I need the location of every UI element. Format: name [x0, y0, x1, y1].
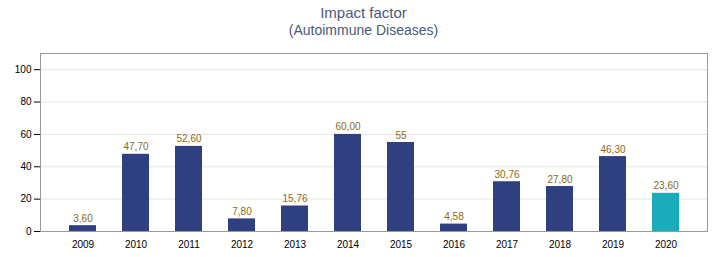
- svg-text:55: 55: [395, 130, 407, 141]
- svg-text:46,30: 46,30: [600, 144, 625, 155]
- svg-text:23,60: 23,60: [653, 180, 678, 191]
- svg-text:2020: 2020: [655, 239, 678, 250]
- svg-text:47,70: 47,70: [123, 141, 148, 152]
- svg-text:20: 20: [20, 193, 32, 204]
- svg-text:2013: 2013: [284, 239, 307, 250]
- svg-text:2012: 2012: [231, 239, 254, 250]
- svg-text:4,58: 4,58: [444, 211, 464, 222]
- svg-text:27,80: 27,80: [547, 174, 572, 185]
- svg-text:52,60: 52,60: [176, 133, 201, 144]
- svg-text:80: 80: [20, 96, 32, 107]
- html-text:Impact factor: Impact factor: [320, 4, 407, 21]
- svg-text:30,76: 30,76: [494, 169, 519, 180]
- svg-text:100: 100: [15, 64, 32, 75]
- svg-text:2019: 2019: [602, 239, 625, 250]
- svg-text:2014: 2014: [337, 239, 360, 250]
- svg-text:2010: 2010: [125, 239, 148, 250]
- svg-text:2017: 2017: [496, 239, 519, 250]
- svg-text:40: 40: [20, 161, 32, 172]
- svg-text:2011: 2011: [178, 239, 200, 250]
- svg-text:2018: 2018: [549, 239, 572, 250]
- svg-text:60: 60: [20, 129, 32, 140]
- svg-text:0: 0: [26, 226, 32, 237]
- svg-text:2016: 2016: [443, 239, 466, 250]
- svg-text:60,00: 60,00: [335, 121, 360, 132]
- svg-text:7,80: 7,80: [232, 206, 252, 217]
- html-text:(Autoimmune Diseases): (Autoimmune Diseases): [288, 22, 439, 38]
- svg-text:2009: 2009: [72, 239, 95, 250]
- svg-text:3,60: 3,60: [73, 213, 93, 224]
- svg-text:2015: 2015: [390, 239, 413, 250]
- svg-text:15,76: 15,76: [282, 193, 307, 204]
